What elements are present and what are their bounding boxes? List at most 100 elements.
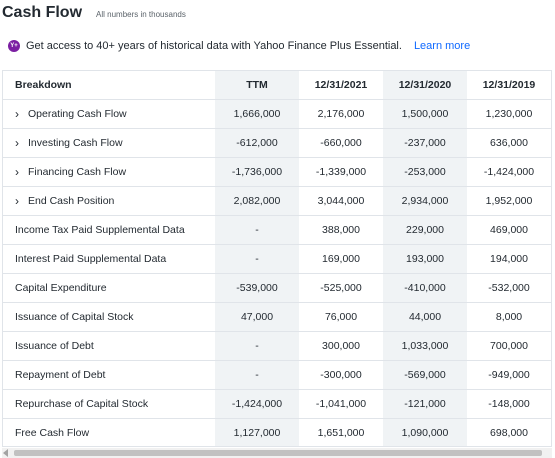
value-cell: -660,000	[320, 137, 362, 149]
row-label: Free Cash Flow	[3, 419, 215, 446]
value-cell: 229,000	[383, 216, 467, 244]
value-cell: 388,000	[322, 224, 360, 236]
row-label[interactable]: › Operating Cash Flow	[3, 100, 215, 128]
scrollbar-thumb[interactable]	[14, 450, 542, 456]
column-header-2020: 12/31/2020	[383, 71, 467, 99]
row-label: Issuance of Debt	[3, 332, 215, 360]
value-cell: -121,000	[383, 390, 467, 418]
scroll-left-arrow-icon[interactable]	[3, 449, 8, 457]
value-cell: -	[215, 216, 299, 244]
value-cell: 2,176,000	[317, 108, 365, 120]
yahoo-plus-icon: Y+	[8, 40, 20, 52]
row-label-text: Income Tax Paid Supplemental Data	[15, 224, 185, 236]
cash-flow-table: Breakdown TTM 12/31/2021 12/31/2020 12/3…	[2, 70, 552, 447]
value-cell: 698,000	[490, 427, 528, 439]
table-row: Repurchase of Capital Stock -1,424,000 -1,…	[3, 390, 551, 419]
row-label-text: Operating Cash Flow	[28, 108, 127, 120]
value-cell: 76,000	[324, 311, 358, 323]
value-cell: 636,000	[490, 137, 528, 149]
row-label-text: Issuance of Capital Stock	[15, 311, 134, 323]
row-label-text: Financing Cash Flow	[28, 166, 127, 178]
column-header-breakdown: Breakdown	[15, 79, 72, 91]
table-row: Issuance of Capital Stock 47,000 76,000 44,…	[3, 303, 551, 332]
table-row[interactable]: › Financing Cash Flow -1,736,000 -1,339,000…	[3, 158, 551, 187]
row-label-text: Repurchase of Capital Stock	[15, 398, 149, 410]
horizontal-scrollbar[interactable]	[2, 448, 552, 458]
value-cell: -525,000	[320, 282, 362, 294]
value-cell: 169,000	[322, 253, 360, 265]
chevron-right-icon[interactable]: ›	[15, 194, 19, 208]
value-cell: -539,000	[215, 274, 299, 302]
value-cell: 1,230,000	[485, 108, 533, 120]
table-row: Free Cash Flow 1,127,000 1,651,000 1,090,00…	[3, 419, 551, 446]
column-header-2019: 12/31/2019	[482, 79, 536, 91]
table-row: Income Tax Paid Supplemental Data - 388,00…	[3, 216, 551, 245]
row-label[interactable]: › End Cash Position	[3, 187, 215, 215]
value-cell: -612,000	[215, 129, 299, 157]
page-title: Cash Flow	[2, 4, 83, 21]
row-label-text: End Cash Position	[28, 195, 115, 207]
value-cell: -148,000	[488, 398, 530, 410]
table-row: Interest Paid Supplemental Data - 169,000 1…	[3, 245, 551, 274]
value-cell: 2,934,000	[383, 187, 467, 215]
value-cell: -	[215, 361, 299, 389]
value-cell: -569,000	[383, 361, 467, 389]
row-label-text: Investing Cash Flow	[28, 137, 123, 149]
value-cell: -1,424,000	[215, 390, 299, 418]
page-header: Cash Flow All numbers in thousands	[2, 4, 186, 28]
value-cell: 700,000	[490, 340, 528, 352]
value-cell: -237,000	[383, 129, 467, 157]
value-cell: 44,000	[383, 303, 467, 331]
table-row: Repayment of Debt - -300,000 -569,000 -949,0…	[3, 361, 551, 390]
table-header-row: Breakdown TTM 12/31/2021 12/31/2020 12/3…	[3, 71, 551, 100]
row-label-text: Issuance of Debt	[15, 340, 94, 352]
promo-banner: Y+ Get access to 40+ years of historical…	[8, 38, 470, 54]
value-cell: -532,000	[488, 282, 530, 294]
value-cell: 1,651,000	[317, 427, 365, 439]
row-label[interactable]: › Investing Cash Flow	[3, 129, 215, 157]
row-label: Repurchase of Capital Stock	[3, 390, 215, 418]
row-label: Income Tax Paid Supplemental Data	[3, 216, 215, 244]
row-label[interactable]: › Financing Cash Flow	[3, 158, 215, 186]
chevron-right-icon[interactable]: ›	[15, 165, 19, 179]
row-label: Capital Expenditure	[3, 274, 215, 302]
table-row: Capital Expenditure -539,000 -525,000 -410,…	[3, 274, 551, 303]
value-cell: -253,000	[383, 158, 467, 186]
table-row: Issuance of Debt - 300,000 1,033,000 700,000	[3, 332, 551, 361]
row-label: Interest Paid Supplemental Data	[3, 245, 215, 273]
value-cell: -1,041,000	[315, 398, 367, 410]
value-cell: -410,000	[383, 274, 467, 302]
value-cell: -949,000	[488, 369, 530, 381]
chevron-right-icon[interactable]: ›	[15, 107, 19, 121]
value-cell: 1,127,000	[215, 419, 299, 446]
chevron-right-icon[interactable]: ›	[15, 136, 19, 150]
value-cell: 1,090,000	[383, 419, 467, 446]
column-header-2021: 12/31/2021	[314, 79, 368, 91]
value-cell: 1,666,000	[215, 100, 299, 128]
row-label: Issuance of Capital Stock	[3, 303, 215, 331]
row-label-text: Repayment of Debt	[15, 369, 106, 381]
value-cell: -	[215, 332, 299, 360]
table-row[interactable]: › Investing Cash Flow -612,000 -660,000 -237…	[3, 129, 551, 158]
value-cell: -1,339,000	[315, 166, 367, 178]
value-cell: 8,000	[495, 311, 523, 323]
table-row[interactable]: › End Cash Position 2,082,000 3,044,000 2,93…	[3, 187, 551, 216]
table-row[interactable]: › Operating Cash Flow 1,666,000 2,176,000 1,…	[3, 100, 551, 129]
row-label-text: Capital Expenditure	[15, 282, 107, 294]
value-cell: 1,033,000	[383, 332, 467, 360]
value-cell: 193,000	[383, 245, 467, 273]
value-cell: 1,500,000	[383, 100, 467, 128]
row-label-text: Free Cash Flow	[15, 427, 90, 439]
value-cell: -300,000	[320, 369, 362, 381]
value-cell: 1,952,000	[485, 195, 533, 207]
value-cell: -	[215, 245, 299, 273]
row-label: Repayment of Debt	[3, 361, 215, 389]
value-cell: -1,424,000	[483, 166, 535, 178]
learn-more-link[interactable]: Learn more	[413, 40, 471, 52]
page-subtitle: All numbers in thousands	[96, 10, 186, 19]
value-cell: 469,000	[490, 224, 528, 236]
row-label-text: Interest Paid Supplemental Data	[15, 253, 167, 265]
value-cell: 3,044,000	[317, 195, 365, 207]
promo-text: Get access to 40+ years of historical da…	[26, 40, 402, 52]
value-cell: -1,736,000	[215, 158, 299, 186]
